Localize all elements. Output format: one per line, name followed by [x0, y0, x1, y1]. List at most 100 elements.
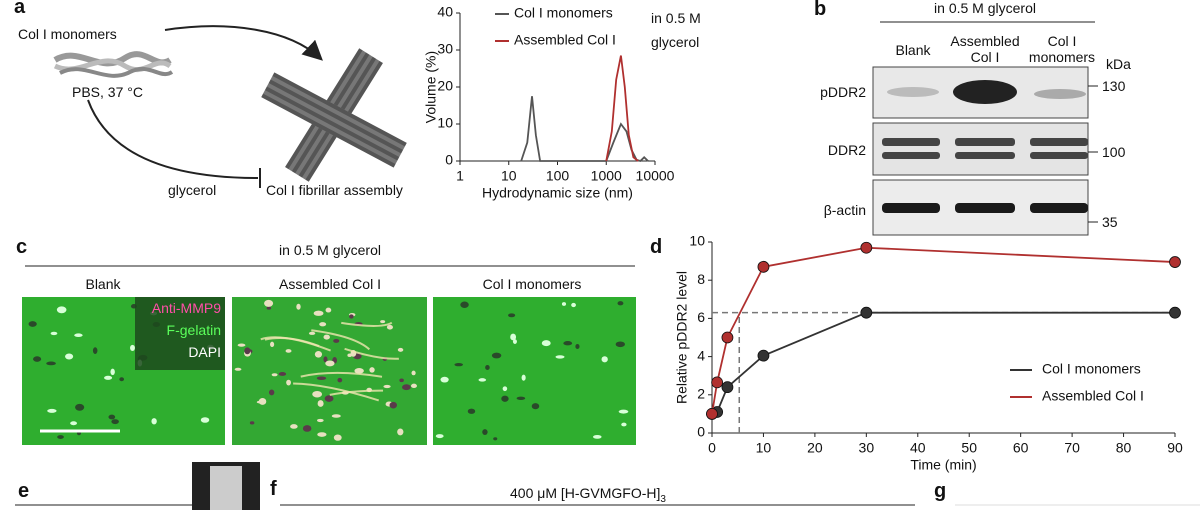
marker-label: 100	[1102, 144, 1126, 160]
band	[955, 138, 1015, 146]
band	[1034, 89, 1086, 99]
row-label: DDR2	[827, 142, 866, 158]
cell	[70, 421, 77, 426]
assembly-arrow	[164, 25, 323, 61]
cell	[271, 373, 278, 377]
band-group	[882, 138, 1088, 213]
column-label: Assembled Col I	[950, 33, 1020, 65]
cell	[33, 356, 42, 362]
x-tick-label: 100	[546, 168, 570, 184]
x-tick-label: 0	[708, 440, 716, 456]
cell	[65, 353, 74, 360]
fiber	[311, 329, 371, 351]
band	[1030, 152, 1088, 159]
cell	[317, 418, 324, 423]
cell	[290, 424, 298, 429]
cells	[28, 299, 629, 441]
cell	[234, 367, 242, 371]
column-label: Assembled Col I	[279, 276, 381, 292]
inhibition-arrow	[87, 99, 259, 179]
column-label: Col I monomers	[1028, 33, 1096, 65]
cell	[151, 418, 157, 425]
micrograph	[232, 297, 427, 445]
cell	[349, 314, 354, 319]
fibril	[261, 72, 407, 168]
cell	[402, 384, 411, 391]
micrograph	[433, 297, 636, 445]
data-point	[706, 407, 718, 420]
legend-note: in 0.5 M glycerol	[651, 10, 701, 50]
x-tick-label: 60	[1013, 440, 1029, 456]
label: Col I fibrillar assembly	[266, 182, 403, 198]
panel-title: 400 μM [H-GVMGFO-H]3	[510, 485, 666, 508]
cell	[521, 374, 526, 381]
cell	[508, 313, 516, 318]
cell	[354, 367, 364, 374]
y-tick-label: 6	[697, 309, 705, 325]
cell	[389, 401, 397, 409]
legend-label: Assembled Col I	[1042, 388, 1144, 404]
band	[882, 138, 940, 146]
cell	[571, 302, 576, 308]
cell	[331, 414, 341, 418]
panel-label: c	[16, 236, 28, 258]
cell	[337, 377, 343, 383]
fiber	[329, 389, 384, 396]
cell	[75, 403, 85, 411]
label: Col I monomers	[18, 26, 117, 42]
y-tick-label: 2	[697, 386, 705, 402]
title-subscript: 3	[660, 493, 666, 505]
cell	[266, 306, 272, 310]
fiber	[341, 321, 393, 327]
cell	[460, 301, 469, 308]
cell	[119, 377, 125, 382]
cell	[302, 425, 312, 432]
cell	[369, 367, 375, 373]
x-tick-label: 1000	[591, 168, 622, 184]
y-tick-label: 40	[437, 4, 453, 20]
cell	[324, 395, 334, 402]
cell	[411, 370, 416, 376]
panel-label: f	[270, 478, 277, 500]
cell	[316, 376, 327, 380]
cell	[501, 395, 509, 402]
fiber	[293, 382, 380, 402]
cell	[314, 350, 323, 358]
cell	[333, 338, 340, 343]
cell	[319, 322, 327, 327]
cell	[28, 321, 37, 327]
header: in 0.5 M glycerol	[279, 242, 381, 258]
data-point	[757, 349, 770, 362]
cell	[130, 344, 135, 351]
panel-label: b	[814, 0, 827, 20]
data-point	[1169, 256, 1181, 268]
row-label: β-actin	[823, 202, 866, 218]
x-tick-label: 1	[456, 168, 464, 184]
header: in 0.5 M glycerol	[934, 0, 1036, 16]
panel-label: g	[934, 480, 947, 502]
x-tick-label: 30	[859, 440, 875, 456]
panel-label: d	[650, 236, 663, 258]
fiber	[300, 371, 383, 378]
band	[1030, 203, 1088, 213]
cell	[313, 310, 324, 316]
column-label: Blank	[895, 42, 931, 58]
band	[1030, 138, 1088, 146]
x-tick-label: 10	[756, 440, 772, 456]
cell	[454, 363, 463, 367]
column-label: Blank	[85, 276, 121, 292]
data-point	[860, 241, 873, 254]
band	[955, 152, 1015, 159]
cell	[56, 306, 67, 314]
cell	[516, 396, 526, 400]
x-axis-label: Time (min)	[910, 457, 976, 473]
cell	[435, 434, 444, 439]
cell	[485, 364, 490, 370]
cell	[323, 356, 328, 363]
x-tick-label: 70	[1064, 440, 1080, 456]
stain-label: DAPI	[188, 344, 221, 360]
cell	[278, 372, 287, 376]
data-point	[1169, 306, 1181, 319]
